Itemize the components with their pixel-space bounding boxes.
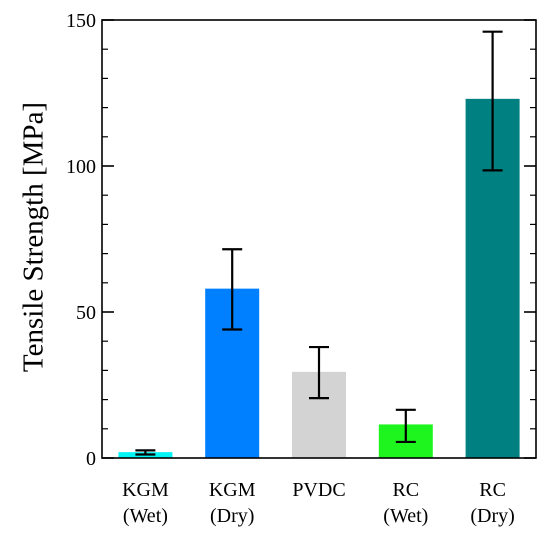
- error-bar-2: [309, 345, 329, 400]
- category-sublabel-3: (Wet): [383, 505, 428, 527]
- y-tick-label-1: 50: [76, 302, 96, 324]
- tick-labels: KGM (Wet) KGM (Dry) PVDC RC (Wet) RC (Dry) 0 50 100…: [66, 10, 515, 527]
- axes: [101, 19, 537, 459]
- y-tick-label-2: 100: [66, 156, 96, 178]
- category-label-2: PVDC: [292, 479, 345, 501]
- error-bars: [135, 30, 503, 456]
- category-sublabel-0: (Wet): [123, 505, 168, 527]
- category-sublabel-4: (Dry): [470, 505, 514, 527]
- bars: [118, 98, 520, 458]
- error-bar-3: [395, 408, 416, 444]
- y-tick-label-0: 0: [86, 448, 96, 470]
- error-bar-4: [482, 30, 503, 172]
- category-label-1: KGM: [209, 479, 256, 501]
- y-axis-title: Tensile Strength [MPa]: [18, 102, 50, 372]
- y-tick-label-3: 150: [66, 10, 96, 32]
- plot-frame: [101, 19, 537, 459]
- category-sublabel-1: (Dry): [210, 505, 254, 527]
- error-bar-0: [135, 449, 156, 456]
- category-label-4: RC: [479, 479, 506, 501]
- category-label-3: RC: [392, 479, 419, 501]
- error-bar-1: [222, 248, 243, 331]
- category-label-0: KGM: [122, 479, 169, 501]
